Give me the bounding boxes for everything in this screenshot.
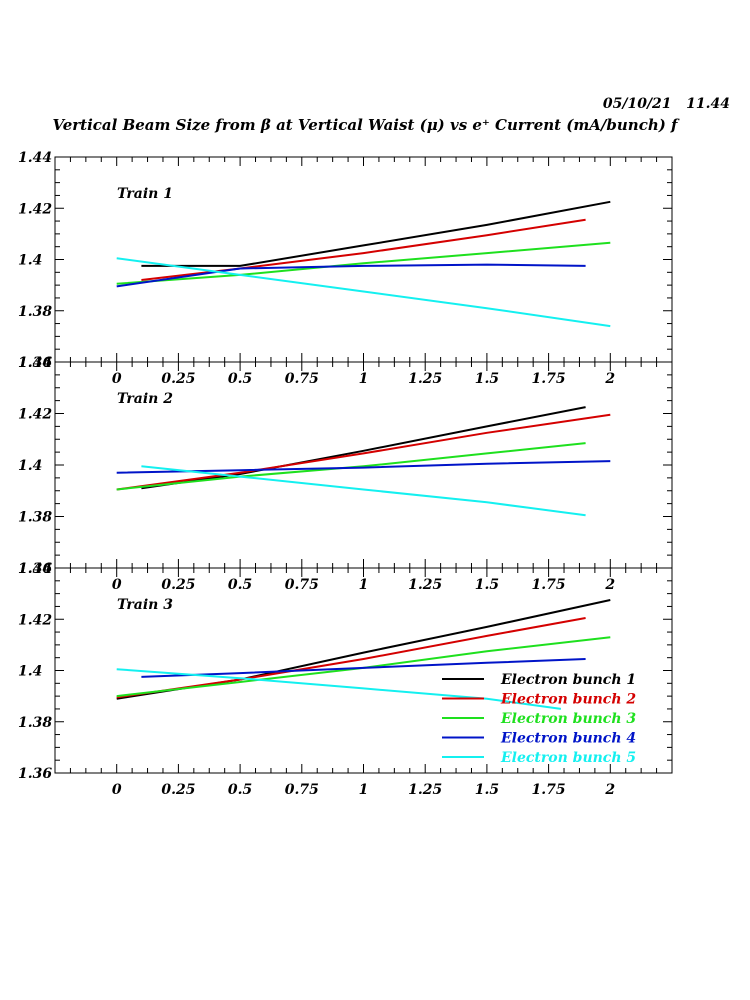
y-tick-label: 1.42 [18,407,52,423]
legend-label: Electron bunch 3 [500,711,636,727]
x-tick-label: 0.5 [228,577,252,593]
panel-label: Train 1 [117,186,173,202]
series-line-2 [116,617,586,699]
x-tick-label: 0.25 [161,371,195,387]
x-tick-label: 0.75 [285,782,319,798]
series-line-4 [116,460,611,474]
x-tick-label: 0.5 [228,782,252,798]
y-tick-label: 1.36 [18,561,52,577]
legend-label: Electron bunch 5 [500,750,636,766]
series-line-5 [116,668,562,710]
x-tick-label: 1 [359,782,369,798]
panel-2: 1.36 1.38 1.4 1.42 1.44 0 0.25 0.5 0.75 1 1.25 1.5 1… [18,355,673,593]
y-tick-label: 1.38 [18,304,52,320]
series-line-1 [141,406,586,490]
y-tick-label: 1.42 [18,612,52,628]
series-line-4 [141,658,586,678]
y-tick-label: 1.4 [18,458,42,474]
panels: 1.361.381.41.421.440 0.25 0.5 0.75 1 1.25 1.5 1… [18,150,673,798]
panel-label: Train 2 [117,391,173,407]
y-tick-label: 1.4 [18,664,42,680]
series-line-5 [116,257,611,328]
y-tick-label: 1.4 [18,253,42,269]
y-tick-label: 1.36 [18,766,52,782]
series-line-5 [141,465,586,517]
x-tick-label: 0.25 [161,577,195,593]
x-tick-label: 2 [604,371,615,387]
x-tick-label: 0 [112,371,122,387]
panel-label: Train 3 [117,597,173,613]
x-tick-label: 1 [359,371,369,387]
series-line-1 [141,200,611,267]
x-tick-label: 1.5 [475,371,499,387]
x-tick-label: 1.5 [475,782,499,798]
y-tick-label: 1.44 [18,561,52,577]
x-tick-label: 0.75 [285,371,319,387]
x-tick-label: 1.75 [532,371,566,387]
x-tick-label: 1.25 [408,782,442,798]
chart-title: Vertical Beam Size from β at Vertical Wa… [52,116,680,134]
legend-label: Electron bunch 1 [500,672,636,688]
x-tick-label: 1.75 [532,577,566,593]
series-line-3 [116,241,611,285]
x-tick-label: 1.5 [475,577,499,593]
x-tick-label: 0.25 [161,782,195,798]
x-tick-label: 1 [359,577,369,593]
x-tick-label: 0.5 [228,371,252,387]
x-tick-label: 0 [112,577,122,593]
x-tick-label: 2 [604,577,615,593]
y-tick-label: 1.38 [18,510,52,526]
y-tick-label: 1.44 [18,355,52,371]
series-line-4 [116,263,586,288]
y-tick-label: 1.42 [18,201,52,217]
legend-label: Electron bunch 4 [500,731,636,747]
legend-label: Electron bunch 2 [500,692,636,708]
legend: Electron bunch 1 Electron bunch 2 Electron… [442,672,636,766]
series-line-2 [116,413,611,491]
panel-3: 1.36 1.38 1.4 1.42 1.44 0 0.25 0.5 0.75 1 1.25 1.5 1… [18,561,673,798]
x-tick-label: 1.25 [408,577,442,593]
x-tick-label: 1.25 [408,371,442,387]
timestamp: 05/10/21 11.44 [603,96,730,112]
y-tick-label: 1.38 [18,715,52,731]
x-tick-label: 1.75 [532,782,566,798]
y-tick-label: 1.44 [18,150,52,166]
series-line-3 [116,442,586,491]
panel-1: 1.36 1.38 1.4 1.42 1.44 0 0.25 0.5 0.75 1 1.25 1.5 1… [18,150,673,387]
x-tick-label: 2 [604,782,615,798]
x-tick-label: 0.75 [285,577,319,593]
x-tick-label: 0 [112,782,122,798]
y-tick-label: 1.36 [18,355,52,371]
